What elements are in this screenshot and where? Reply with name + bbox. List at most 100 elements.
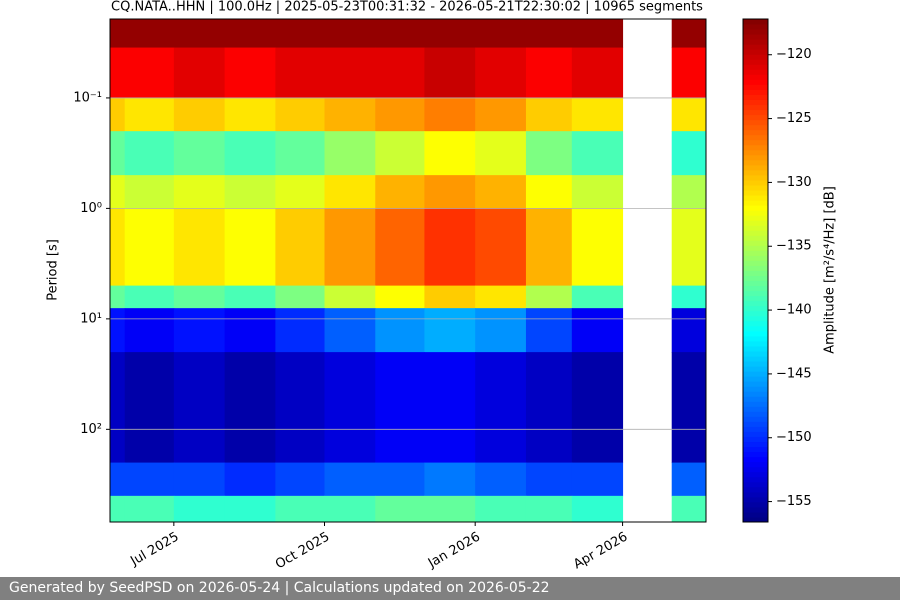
- heatmap-cell: [525, 495, 573, 522]
- colorbar-segment: [743, 139, 768, 146]
- colorbar-segment: [743, 350, 768, 357]
- heatmap-cell: [475, 97, 527, 132]
- colorbar-segment: [743, 255, 768, 261]
- colorbar-segment: [743, 466, 768, 473]
- y-tick-label: 10⁻¹: [73, 90, 102, 105]
- colorbar-segment: [743, 416, 768, 422]
- heatmap-cell: [124, 131, 175, 176]
- heatmap-cell: [173, 308, 226, 353]
- heatmap-cell: [275, 47, 326, 99]
- colorbar-segment: [743, 501, 768, 508]
- heatmap-cell: [224, 208, 276, 287]
- colorbar-segment: [743, 19, 768, 25]
- colorbar-segment: [743, 154, 768, 161]
- heatmap-cell: [475, 285, 527, 309]
- colorbar-segment: [743, 481, 768, 488]
- colorbar-segment: [743, 99, 768, 106]
- heatmap-cell: [324, 352, 376, 464]
- heatmap-cell: [173, 208, 226, 287]
- colorbar-segment: [743, 496, 768, 503]
- colorbar-segment: [743, 144, 768, 151]
- heatmap-cell: [110, 462, 126, 497]
- heatmap-cell: [525, 175, 573, 209]
- colorbar-segment: [743, 320, 768, 327]
- y-tick-label: 10¹: [80, 311, 102, 326]
- colorbar-segment: [743, 401, 768, 407]
- heatmap-cell: [173, 352, 226, 464]
- heatmap-cell: [424, 352, 476, 464]
- heatmap-cell: [324, 208, 376, 287]
- heatmap-cell: [375, 175, 425, 209]
- heatmap-cell: [124, 352, 175, 464]
- colorbar-segment: [743, 411, 768, 417]
- colorbar-segment: [743, 114, 768, 121]
- heatmap-cell: [110, 47, 126, 99]
- heatmap-cell: [224, 308, 276, 353]
- heatmap-cell: [324, 19, 376, 49]
- colorbar-segment: [743, 39, 768, 45]
- heatmap-cell: [571, 285, 624, 309]
- heatmap-cell: [110, 131, 126, 176]
- colorbar-segment: [743, 210, 768, 216]
- colorbar-segment: [743, 174, 768, 181]
- heatmap-cell: [110, 19, 126, 49]
- heatmap-cell: [475, 208, 527, 287]
- colorbar-segment: [743, 220, 768, 226]
- colorbar-segment: [743, 426, 768, 432]
- colorbar-segment: [743, 366, 768, 372]
- colorbar-tick-label: −120: [776, 47, 812, 62]
- heatmap-cell: [671, 208, 706, 287]
- heatmap-cell: [424, 495, 476, 522]
- colorbar-segment: [743, 315, 768, 322]
- heatmap-cell: [475, 308, 527, 353]
- heatmap-cell: [224, 285, 276, 309]
- heatmap-cell: [275, 462, 326, 497]
- heatmap-cell: [525, 131, 573, 176]
- colorbar-segment: [743, 391, 768, 397]
- heatmap-cell: [275, 208, 326, 287]
- colorbar-segment: [743, 441, 768, 448]
- heatmap-cell: [525, 47, 573, 99]
- heatmap-cell: [375, 352, 425, 464]
- plot-frame: [109, 18, 707, 523]
- colorbar-segment: [743, 84, 768, 90]
- colorbar-segment: [743, 325, 768, 332]
- colorbar-segment: [743, 275, 768, 282]
- heatmap-cell: [671, 352, 706, 464]
- colorbar-segment: [743, 225, 768, 231]
- heatmap-cell: [525, 97, 573, 132]
- colorbar-segment: [743, 59, 768, 65]
- colorbar-segment: [743, 215, 768, 221]
- colorbar-segment: [743, 49, 768, 55]
- colorbar-segment: [743, 200, 768, 206]
- heatmap-cell: [110, 285, 126, 309]
- heatmap-cell: [324, 97, 376, 132]
- heatmap-cell: [110, 495, 126, 522]
- heatmap-cell: [124, 97, 175, 132]
- colorbar-segment: [743, 356, 768, 362]
- colorbar-tick-label: −140: [776, 303, 812, 318]
- colorbar-segment: [743, 124, 768, 131]
- heatmap-cell: [124, 495, 175, 522]
- heatmap-cell: [375, 495, 425, 522]
- colorbar-segment: [743, 44, 768, 50]
- x-tick-label: Apr 2026: [571, 530, 630, 573]
- heatmap-cell: [324, 47, 376, 99]
- colorbar-segment: [743, 34, 768, 40]
- heatmap-cell: [424, 462, 476, 497]
- colorbar-segment: [743, 345, 768, 352]
- heatmap-cell: [671, 285, 706, 309]
- heatmap-cell: [173, 285, 226, 309]
- heatmap-cell: [124, 308, 175, 353]
- y-axis-label: Period [s]: [46, 239, 61, 301]
- heatmap-cell: [525, 462, 573, 497]
- heatmap-cell: [173, 462, 226, 497]
- y-tick-label: 10²: [80, 422, 102, 437]
- colorbar-segment: [743, 451, 768, 458]
- heatmap-cell: [324, 495, 376, 522]
- heatmap-cell: [110, 308, 126, 353]
- heatmap-cell: [224, 175, 276, 209]
- heatmap-cell: [124, 208, 175, 287]
- colorbar-segment: [743, 179, 768, 186]
- heatmap-cell: [424, 97, 476, 132]
